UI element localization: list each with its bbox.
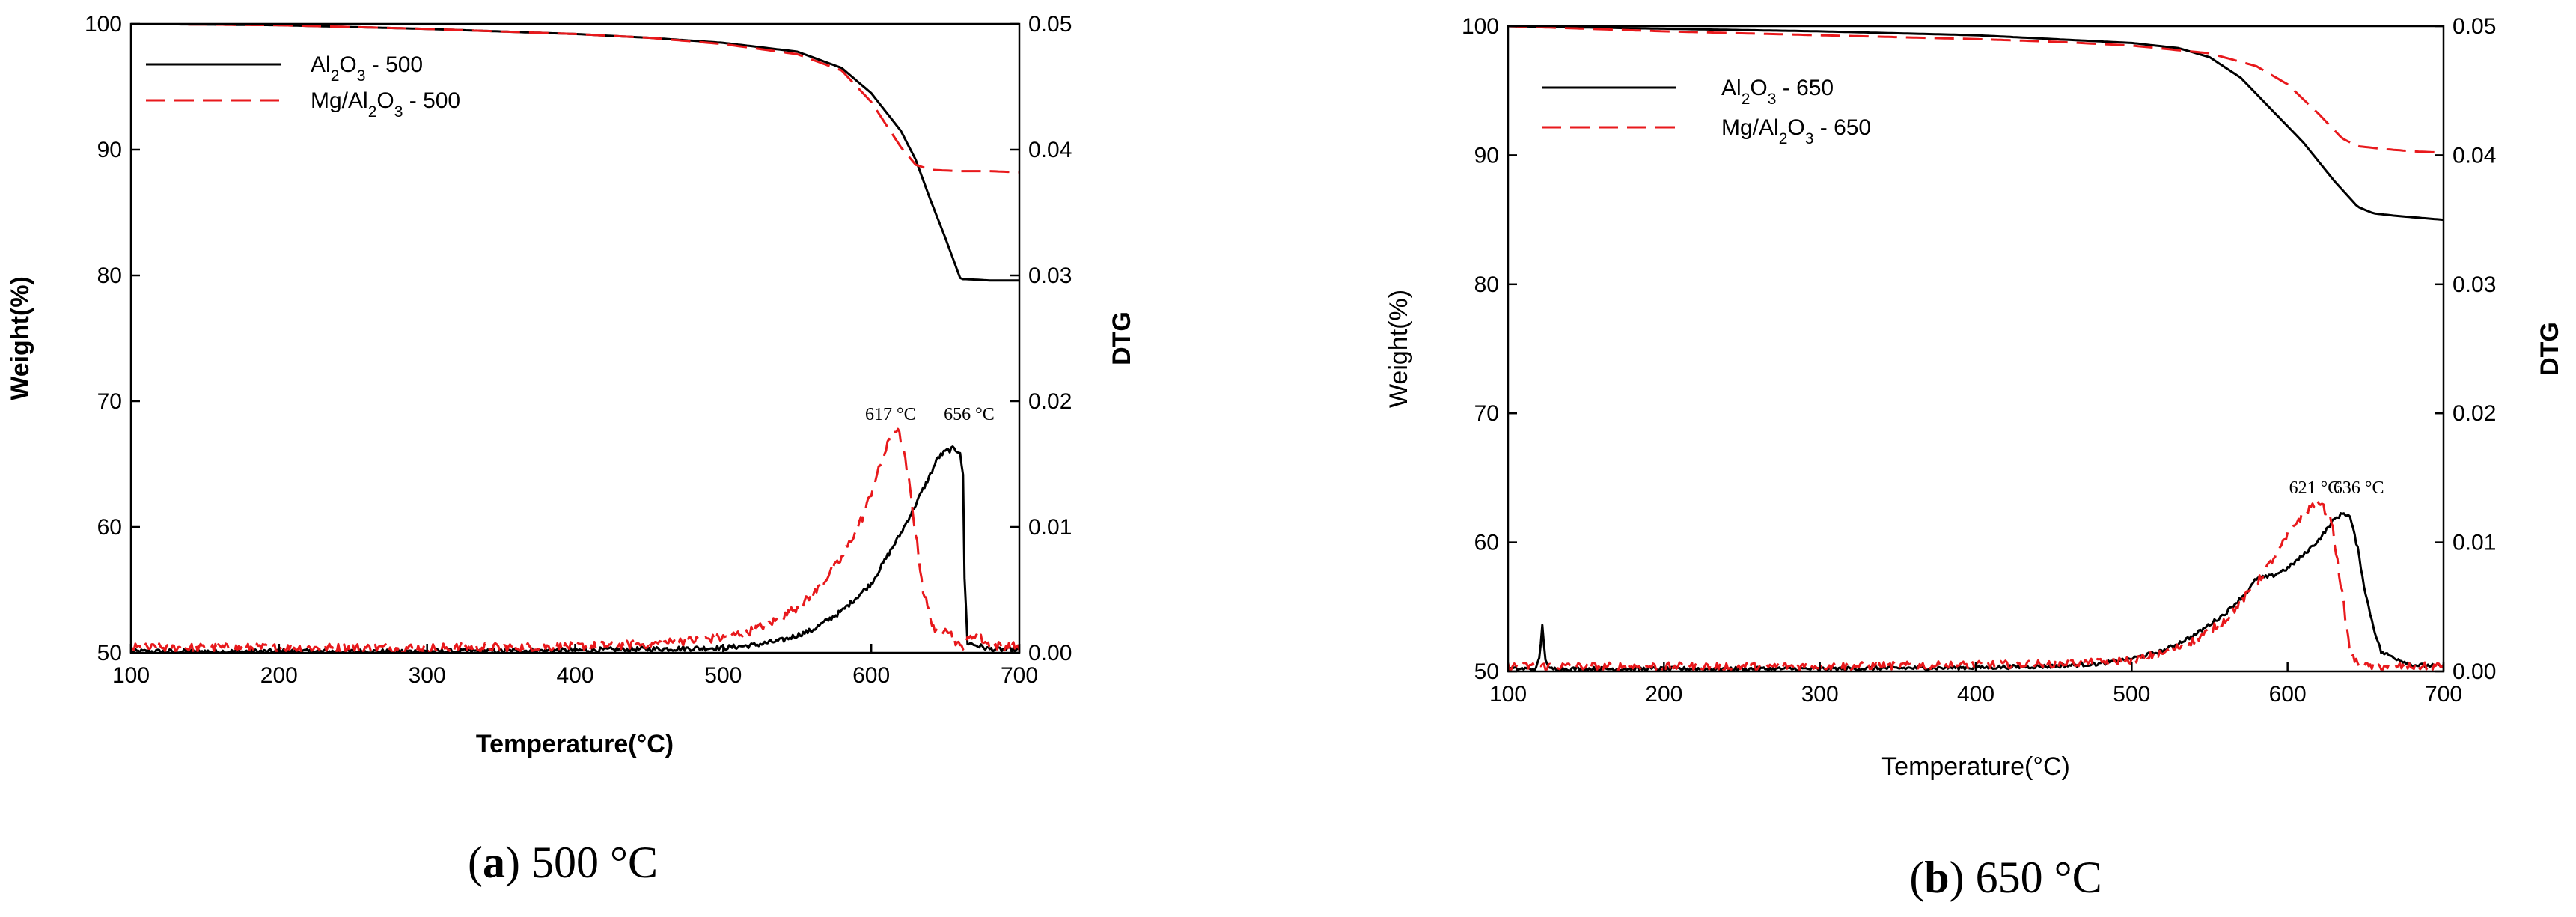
series-line-3 <box>131 427 1019 653</box>
y-axis-label: Weight(%) <box>6 276 34 400</box>
x-tick-label: 700 <box>1001 663 1038 688</box>
y2-tick-label: 0.00 <box>2453 659 2496 684</box>
x-tick-label: 700 <box>2425 682 2462 707</box>
series-group <box>1508 26 2444 671</box>
x-tick-label: 400 <box>556 663 593 688</box>
legend-label-part: Al <box>1721 76 1742 100</box>
y-tick-label: 50 <box>97 641 122 665</box>
y2-tick-label: 0.05 <box>2453 14 2496 39</box>
x-tick-label: 600 <box>2269 682 2307 707</box>
legend-label-part: Mg/Al <box>311 88 368 113</box>
x-tick-label: 400 <box>1957 682 1994 707</box>
peak-label: 621 °C <box>2289 478 2340 498</box>
legend-label-part: Mg/Al <box>1721 115 1779 140</box>
y2-tick-label: 0.00 <box>1028 641 1072 665</box>
y2-axis-label: DTG <box>1108 311 1136 365</box>
x-tick-label: 600 <box>852 663 890 688</box>
y2-tick-label: 0.01 <box>1028 515 1072 540</box>
series-line-1 <box>1508 26 2444 154</box>
y2-tick-label: 0.01 <box>2453 531 2496 555</box>
x-tick-label: 100 <box>112 663 150 688</box>
legend-label: Mg/Al2O3 - 650 <box>1721 115 1871 147</box>
y2-tick-label: 0.02 <box>2453 401 2496 426</box>
y-tick-label: 50 <box>1474 659 1499 684</box>
y-tick-label: 90 <box>1474 143 1499 168</box>
y-tick-label: 100 <box>1462 14 1499 39</box>
legend-label-part: - 500 <box>365 52 423 77</box>
peak-label: 656 °C <box>944 405 995 424</box>
legend-label: Al2O3 - 500 <box>311 52 423 85</box>
y-axis-label: Weight(%) <box>1385 290 1413 408</box>
legend-label-part: O <box>1750 76 1767 100</box>
peak-label: 617 °C <box>865 405 916 424</box>
y2-tick-label: 0.02 <box>1028 389 1072 414</box>
x-tick-label: 300 <box>1801 682 1839 707</box>
x-tick-label: 200 <box>260 663 298 688</box>
caption-b: (b) 650 °C <box>1909 853 2102 902</box>
y2-tick-label: 0.03 <box>1028 263 1072 288</box>
series-line-0 <box>131 24 1019 282</box>
x-tick-label: 100 <box>1489 682 1527 707</box>
y-tick-label: 60 <box>97 515 122 540</box>
y-tick-label: 80 <box>97 263 122 288</box>
x-tick-label: 500 <box>2113 682 2150 707</box>
x-axis-label: Temperature(°C) <box>1881 752 2070 781</box>
y-tick-label: 80 <box>1474 272 1499 297</box>
legend-label-part: 3 <box>1768 91 1777 108</box>
series-line-2 <box>131 445 1019 653</box>
y-tick-label: 100 <box>85 12 122 37</box>
series-line-2 <box>1508 512 2444 671</box>
y-tick-label: 70 <box>97 389 122 414</box>
legend-label-part: 2 <box>1742 91 1751 108</box>
y-tick-label: 60 <box>1474 531 1499 555</box>
legend-label: Mg/Al2O3 - 500 <box>311 88 460 121</box>
x-axis-label: Temperature(°C) <box>476 730 674 758</box>
x-tick-label: 200 <box>1645 682 1682 707</box>
y-tick-label: 90 <box>97 138 122 162</box>
legend-label-part: O <box>339 52 356 77</box>
series-line-3 <box>1508 499 2444 671</box>
caption-a: (a) 500 °C <box>468 838 658 887</box>
y2-tick-label: 0.03 <box>2453 272 2496 297</box>
peak-label: 636 °C <box>2334 478 2384 498</box>
y2-tick-label: 0.04 <box>2453 143 2496 168</box>
legend-label-part: 2 <box>331 67 340 85</box>
y2-tick-label: 0.04 <box>1028 138 1072 162</box>
legend-label-part: 3 <box>394 103 403 121</box>
y2-tick-label: 0.05 <box>1028 12 1072 37</box>
legend-label-part: - 650 <box>1776 76 1834 100</box>
legend-label-part: Al <box>311 52 331 77</box>
series-group <box>131 24 1019 653</box>
legend-label-part: - 500 <box>403 88 460 113</box>
plot-frame <box>1507 25 2445 673</box>
chart-panel-b: 100 200 300 400 500 600 700 50 60 70 80 90 100 0.00 0.… <box>1385 14 2564 781</box>
y-tick-label: 70 <box>1474 401 1499 426</box>
legend-label-part: 2 <box>1779 130 1788 147</box>
x-tick-label: 300 <box>409 663 446 688</box>
legend-label-part: 2 <box>368 103 377 121</box>
x-tick-label: 500 <box>704 663 742 688</box>
y2-axis-label: DTG <box>2536 322 2564 376</box>
series-line-0 <box>1508 26 2444 222</box>
chart-panel-a: 100 200 300 400 500 600 700 50 60 70 80 90 100 0.00 0.… <box>6 12 1136 758</box>
series-line-1 <box>131 24 1019 174</box>
legend-label-part: 3 <box>1805 130 1814 147</box>
legend-label-part: O <box>1787 115 1804 140</box>
legend-label: Al2O3 - 650 <box>1721 76 1834 108</box>
legend-label-part: - 650 <box>1813 115 1871 140</box>
legend-label-part: O <box>376 88 394 113</box>
legend-label-part: 3 <box>357 67 366 85</box>
